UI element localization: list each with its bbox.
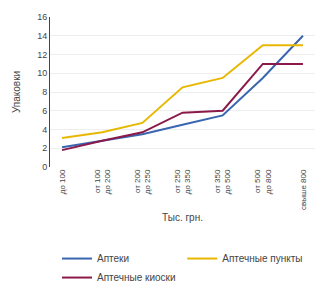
svg-text:2: 2 bbox=[42, 143, 47, 153]
svg-text:от 200до 250: от 200до 250 bbox=[133, 169, 152, 194]
svg-text:6: 6 bbox=[42, 106, 47, 116]
svg-text:8: 8 bbox=[42, 87, 47, 97]
svg-text:10: 10 bbox=[37, 68, 47, 78]
svg-text:от 100до 200: от 100до 200 bbox=[93, 169, 112, 194]
svg-text:Аптеки: Аптеки bbox=[97, 253, 129, 264]
svg-text:от 500до 800: от 500до 800 bbox=[253, 169, 272, 194]
svg-text:от 350до 500: от 350до 500 bbox=[213, 169, 232, 194]
svg-text:Упаковки: Упаковки bbox=[11, 71, 22, 113]
svg-text:0: 0 bbox=[42, 162, 47, 172]
svg-text:4: 4 bbox=[42, 125, 47, 135]
svg-text:Аптечные пункты: Аптечные пункты bbox=[222, 253, 302, 264]
svg-text:Аптечные киоски: Аптечные киоски bbox=[97, 272, 176, 283]
svg-text:16: 16 bbox=[37, 12, 47, 22]
svg-text:12: 12 bbox=[37, 50, 47, 60]
svg-text:Тыс. грн.: Тыс. грн. bbox=[162, 212, 203, 223]
svg-text:14: 14 bbox=[37, 31, 47, 41]
svg-text:до 100: до 100 bbox=[58, 169, 67, 194]
svg-text:свыше 800: свыше 800 bbox=[299, 169, 308, 210]
svg-text:от 250до 350: от 250до 350 bbox=[173, 169, 192, 194]
